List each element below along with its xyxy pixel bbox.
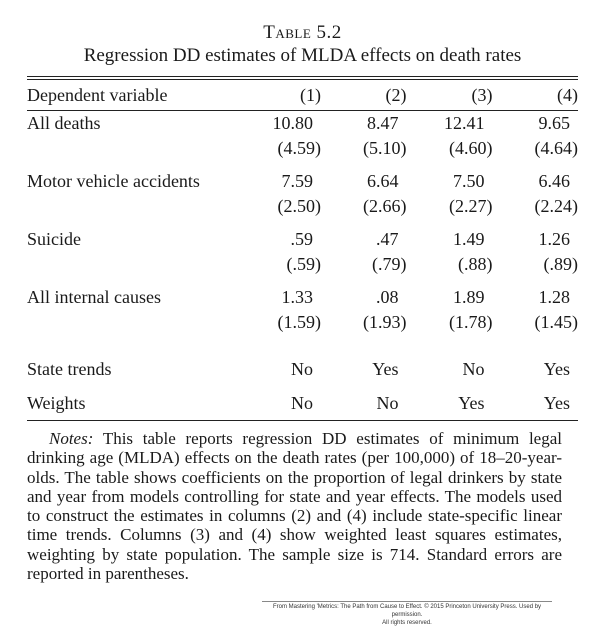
header-rule <box>27 110 578 111</box>
table-row: All internal causes 1.33 .08 1.89 1.28 <box>27 285 578 310</box>
se-cell: (.59) <box>286 254 322 274</box>
col-header-4: (4) <box>557 85 578 105</box>
table-row: (.59) (.79) (.88) (.89) <box>27 252 578 276</box>
col-header-1: (1) <box>300 85 322 105</box>
top-double-rule <box>27 76 578 80</box>
table-title: Regression DD estimates of MLDA effects … <box>83 45 522 66</box>
se-cell: (2.50) <box>277 196 322 216</box>
row-label: All internal causes <box>27 287 161 307</box>
coef-cell: 9.65 <box>538 113 571 133</box>
table-row: (2.50) (2.66) (2.27) (2.24) <box>27 194 578 218</box>
credit-line-1: From Mastering 'Metrics: The Path from C… <box>272 604 542 618</box>
se-cell: (.79) <box>372 254 407 274</box>
table-row: State trends No Yes No Yes <box>27 352 578 386</box>
spec-cell: No <box>291 359 314 379</box>
credit-line-2: All rights reserved. <box>382 620 432 626</box>
coef-cell: 1.28 <box>538 287 571 307</box>
notes-label: Notes: <box>49 429 94 448</box>
spec-cell: Yes <box>372 359 399 379</box>
se-cell: (1.59) <box>277 312 322 332</box>
spec-cell: Yes <box>543 393 570 413</box>
table-row: All deaths 10.80 8.47 12.41 9.65 <box>27 111 578 136</box>
table-row: (1.59) (1.93) (1.78) (1.45) <box>27 310 578 334</box>
se-cell: (2.24) <box>534 196 579 216</box>
se-cell: (5.10) <box>363 138 407 158</box>
row-label: Motor vehicle accidents <box>27 171 200 191</box>
table-number: Table 5.2 <box>263 22 342 43</box>
se-cell: (2.27) <box>448 196 493 216</box>
coef-cell: 10.80 <box>272 113 314 133</box>
table-header-row: Dependent variable (1) (2) (3) (4) <box>27 80 578 110</box>
coef-cell: 1.33 <box>281 287 314 307</box>
coef-cell: 6.64 <box>367 171 399 191</box>
table-row: Motor vehicle accidents 7.59 6.64 7.50 6… <box>27 169 578 194</box>
regression-table: Dependent variable (1) (2) (3) (4) All d… <box>27 80 578 421</box>
table-row: Weights No No Yes Yes <box>27 386 578 420</box>
se-cell: (.89) <box>543 254 579 274</box>
regression-table-block: Table 5.2 Regression DD estimates of MLD… <box>27 22 578 421</box>
spec-cell: No <box>462 359 485 379</box>
col-header-2: (2) <box>385 85 407 105</box>
spec-cell: Yes <box>458 393 485 413</box>
spec-label: State trends <box>27 359 112 379</box>
se-cell: (1.93) <box>363 312 407 332</box>
spec-cell: No <box>376 393 399 413</box>
coef-cell: 7.50 <box>452 171 485 191</box>
se-cell: (2.66) <box>363 196 407 216</box>
row-label: All deaths <box>27 113 101 133</box>
coef-cell: 8.47 <box>367 113 399 133</box>
spec-cell: Yes <box>543 359 570 379</box>
coef-cell: 7.59 <box>281 171 314 191</box>
coef-cell: 1.49 <box>452 229 485 249</box>
coef-cell: .08 <box>376 287 399 307</box>
coef-cell: .47 <box>376 229 399 249</box>
dep-var-header: Dependent variable <box>27 85 168 105</box>
coef-cell: 1.26 <box>538 229 571 249</box>
coef-cell: 12.41 <box>443 113 485 133</box>
se-cell: (4.59) <box>277 138 322 158</box>
se-cell: (.88) <box>457 254 493 274</box>
table-row: (4.59) (5.10) (4.60) (4.64) <box>27 136 578 160</box>
coef-cell: 1.89 <box>452 287 485 307</box>
notes-text: This table reports regression DD estimat… <box>27 429 562 584</box>
se-cell: (1.78) <box>448 312 493 332</box>
spec-label: Weights <box>27 393 86 413</box>
coef-cell: .59 <box>290 229 314 249</box>
spec-cell: No <box>291 393 314 413</box>
bottom-rule <box>27 420 578 421</box>
table-row: Suicide .59 .47 1.49 1.26 <box>27 227 578 252</box>
coef-cell: 6.46 <box>538 171 571 191</box>
se-cell: (1.45) <box>534 312 579 332</box>
table-notes: Notes: This table reports regression DD … <box>27 429 562 583</box>
copyright-credit: From Mastering 'Metrics: The Path from C… <box>262 601 552 627</box>
row-label: Suicide <box>27 229 81 249</box>
se-cell: (4.64) <box>534 138 579 158</box>
col-header-3: (3) <box>471 85 493 105</box>
se-cell: (4.60) <box>448 138 493 158</box>
